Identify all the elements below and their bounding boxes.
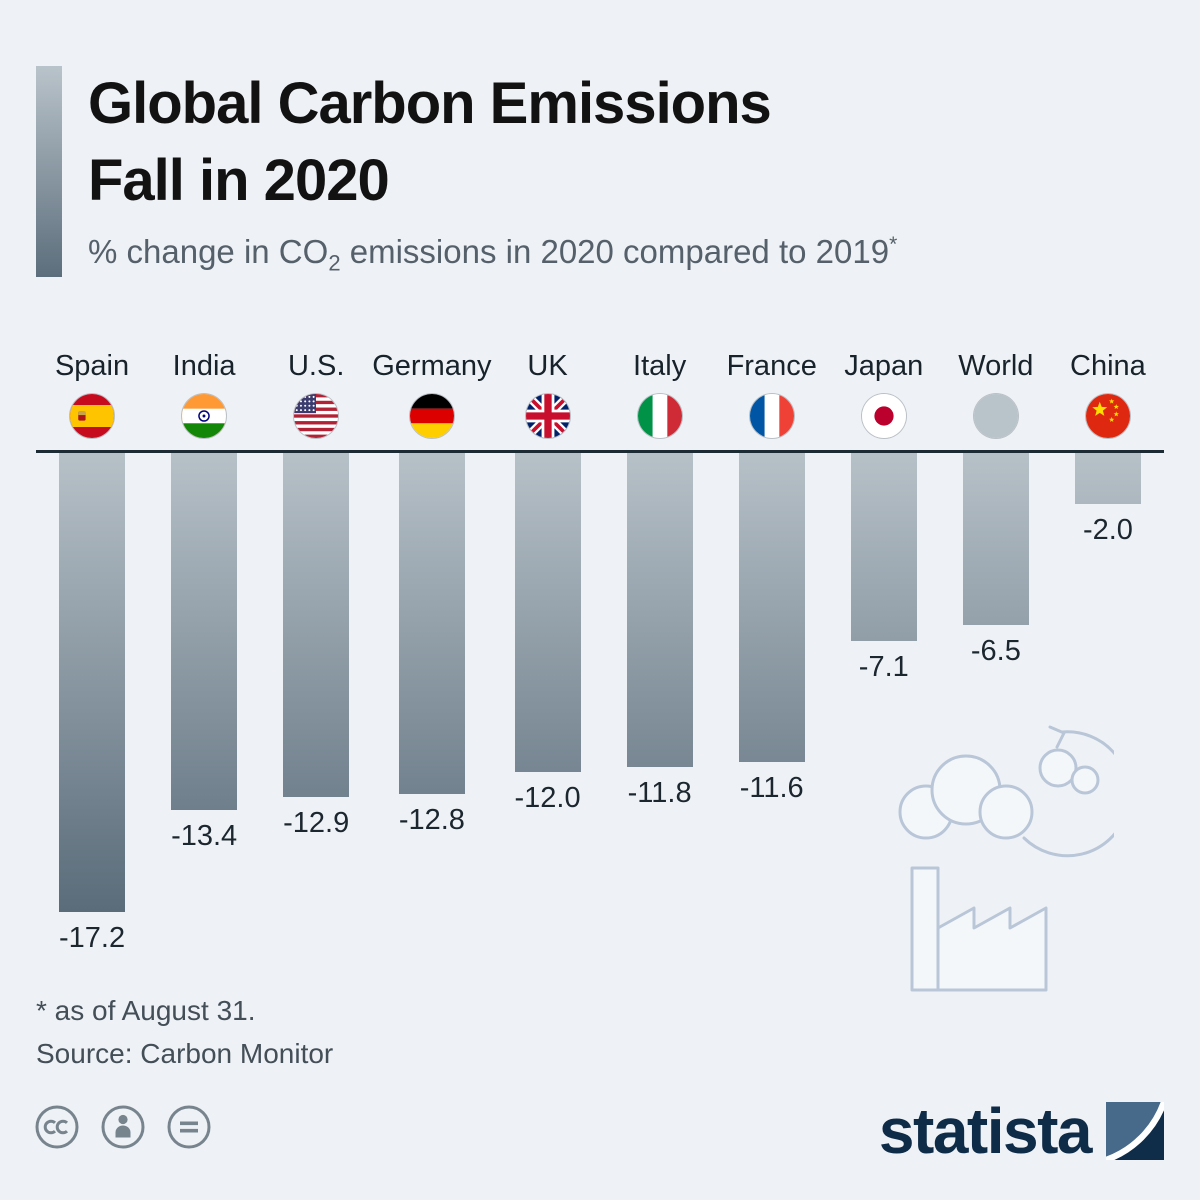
flag-japan-icon [861,394,906,438]
chart-column-uk: UK -12.0 [492,350,604,955]
category-label-uk: UK [527,350,568,382]
chart-column-u-s: U.S. -12.9 [260,350,372,955]
flag-italy-icon [637,394,682,438]
bar-china [1074,450,1141,504]
subtitle-text-2: emissions in 2020 compared to 2019 [340,233,890,271]
value-label-japan: -7.1 [858,651,909,683]
license-icon-row [34,1104,212,1150]
chart-baseline [36,450,1164,453]
chart-columns: Spain -17.2 India -13.4 U.S. -12.9 Germany -12.… [36,350,1164,955]
category-label-italy: Italy [633,350,687,382]
category-label-germany: Germany [372,350,492,382]
bar-world [962,450,1029,625]
page-title: Global Carbon Emissions Fall in 2020 [88,66,897,219]
footnotes: * as of August 31. Source: Carbon Monito… [36,990,333,1075]
chart-column-france: France -11.6 [716,350,828,955]
chart-column-italy: Italy -11.8 [604,350,716,955]
category-label-china: China [1070,350,1146,382]
flag-spain-icon [70,394,115,438]
value-label-uk: -12.0 [514,782,581,814]
chart-column-world: World -6.5 [940,350,1052,955]
flag-france-icon [749,394,794,438]
value-label-world: -6.5 [970,635,1021,667]
bar-spain [59,450,126,912]
chart-column-spain: Spain -17.2 [36,350,148,955]
flag-india-icon [182,394,227,438]
creative-commons-icon [34,1104,80,1150]
chart-column-india: India -13.4 [148,350,260,955]
chart-subtitle: % change in CO2 emissions in 2020 compar… [88,233,897,277]
subtitle-text: % change in CO [88,233,329,271]
header: Global Carbon Emissions Fall in 2020 % ch… [36,66,897,277]
chart-column-japan: Japan -7.1 [828,350,940,955]
bar-germany [398,450,465,794]
subtitle-subscript: 2 [328,250,341,276]
title-line-2: Fall in 2020 [88,147,390,213]
subtitle-asterisk: * [889,233,898,257]
category-label-france: France [726,350,817,382]
category-label-spain: Spain [54,350,130,382]
no-derivatives-icon [166,1104,212,1150]
bar-france [738,450,805,762]
statista-logo-icon [1106,1102,1164,1160]
bar-chart: Spain -17.2 India -13.4 U.S. -12.9 Germany -12.… [36,350,1164,992]
bar-u-s [283,450,350,797]
value-label-spain: -17.2 [58,922,126,954]
category-label-japan: Japan [844,350,924,382]
title-accent-bar [36,66,62,277]
footnote-source: Source: Carbon Monitor [36,1037,334,1069]
statista-branding: statista [879,1094,1164,1168]
value-label-china: -2.0 [1082,514,1133,546]
value-label-france: -11.6 [739,772,804,804]
category-label-india: India [172,350,236,382]
flag-uk-icon [525,394,570,438]
category-label-u-s: U.S. [287,350,345,382]
bar-india [171,450,238,810]
attribution-icon [100,1104,146,1150]
statista-wordmark: statista [878,1095,1093,1167]
globe-world-icon [973,394,1018,438]
chart-column-china: China -2.0 [1052,350,1164,955]
flag-china-icon [1085,394,1130,438]
factory-emissions-illustration [898,725,1114,992]
flag-us-icon [294,394,339,438]
bar-italy [626,450,693,767]
bar-uk [514,450,581,772]
value-label-germany: -12.8 [398,804,465,836]
flag-germany-icon [409,394,454,438]
value-label-u-s: -12.9 [283,807,350,839]
value-label-italy: -11.8 [627,777,692,809]
chart-column-germany: Germany -12.8 [372,350,491,955]
bar-japan [850,450,917,641]
footnote-asterisk: * as of August 31. [36,995,256,1026]
category-label-world: World [958,350,1034,382]
title-line-1: Global Carbon Emissions [88,71,772,136]
value-label-india: -13.4 [171,820,238,852]
